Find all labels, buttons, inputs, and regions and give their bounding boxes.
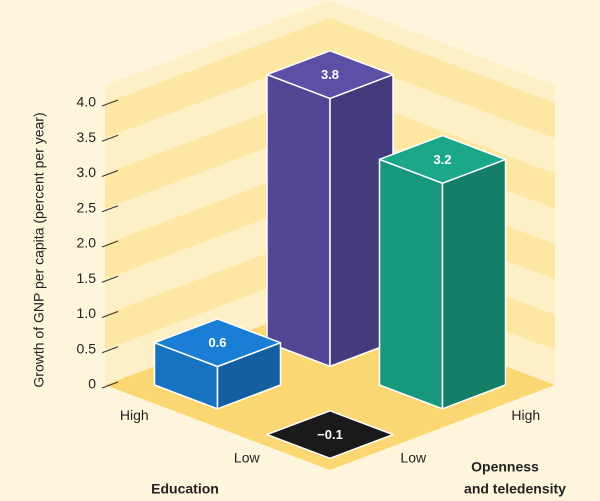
y-tick-label: 4.0 [77, 94, 97, 110]
bar [378, 134, 507, 410]
legend-label: High [511, 407, 540, 423]
y-tick-label: 0 [88, 376, 96, 392]
value-label: 3.8 [321, 67, 339, 82]
bar-top [378, 134, 507, 184]
y-tick [101, 99, 119, 107]
y-tick [101, 275, 119, 283]
x-tick-label: High [120, 407, 149, 423]
y-tick [101, 240, 119, 248]
left-wall [105, 0, 330, 103]
y-tick [101, 205, 119, 213]
y-tick [101, 170, 119, 177]
y-tick-label: 2.5 [77, 199, 97, 215]
value-label: 3.2 [433, 152, 451, 167]
y-tick [101, 346, 119, 354]
x-axis-label: Education [151, 481, 219, 497]
y-tick [101, 311, 119, 318]
bar-top [266, 410, 394, 460]
y-axis-label: Growth of GNP per capita (percent per ye… [31, 112, 47, 387]
bar [266, 410, 394, 460]
bar [153, 318, 282, 410]
bar [266, 50, 394, 368]
y-tick-label: 1.0 [77, 305, 97, 321]
y-tick-label: 1.5 [77, 270, 97, 286]
right-wall [330, 0, 555, 103]
y-tick [101, 134, 119, 142]
legend-label: Low [400, 450, 427, 466]
left-wall [105, 18, 330, 139]
x-tick-label: Low [234, 450, 261, 466]
y-tick-label: 0.5 [77, 340, 97, 356]
z-axis-label: and teledensity [464, 481, 566, 497]
bar-top [266, 50, 394, 100]
bar-left-face [378, 158, 444, 410]
bar-right-face [441, 158, 507, 410]
y-tick-label: 3.5 [77, 129, 97, 145]
z-axis-label: Openness [471, 459, 539, 475]
right-wall [330, 18, 555, 139]
y-tick-label: 3.0 [77, 164, 97, 180]
bar-top [153, 318, 282, 368]
value-label: 0.6 [208, 335, 226, 350]
y-tick [101, 381, 119, 389]
value-label: −0.1 [317, 427, 343, 442]
y-tick-label: 2.0 [77, 235, 97, 251]
bar-left-face [266, 73, 331, 368]
